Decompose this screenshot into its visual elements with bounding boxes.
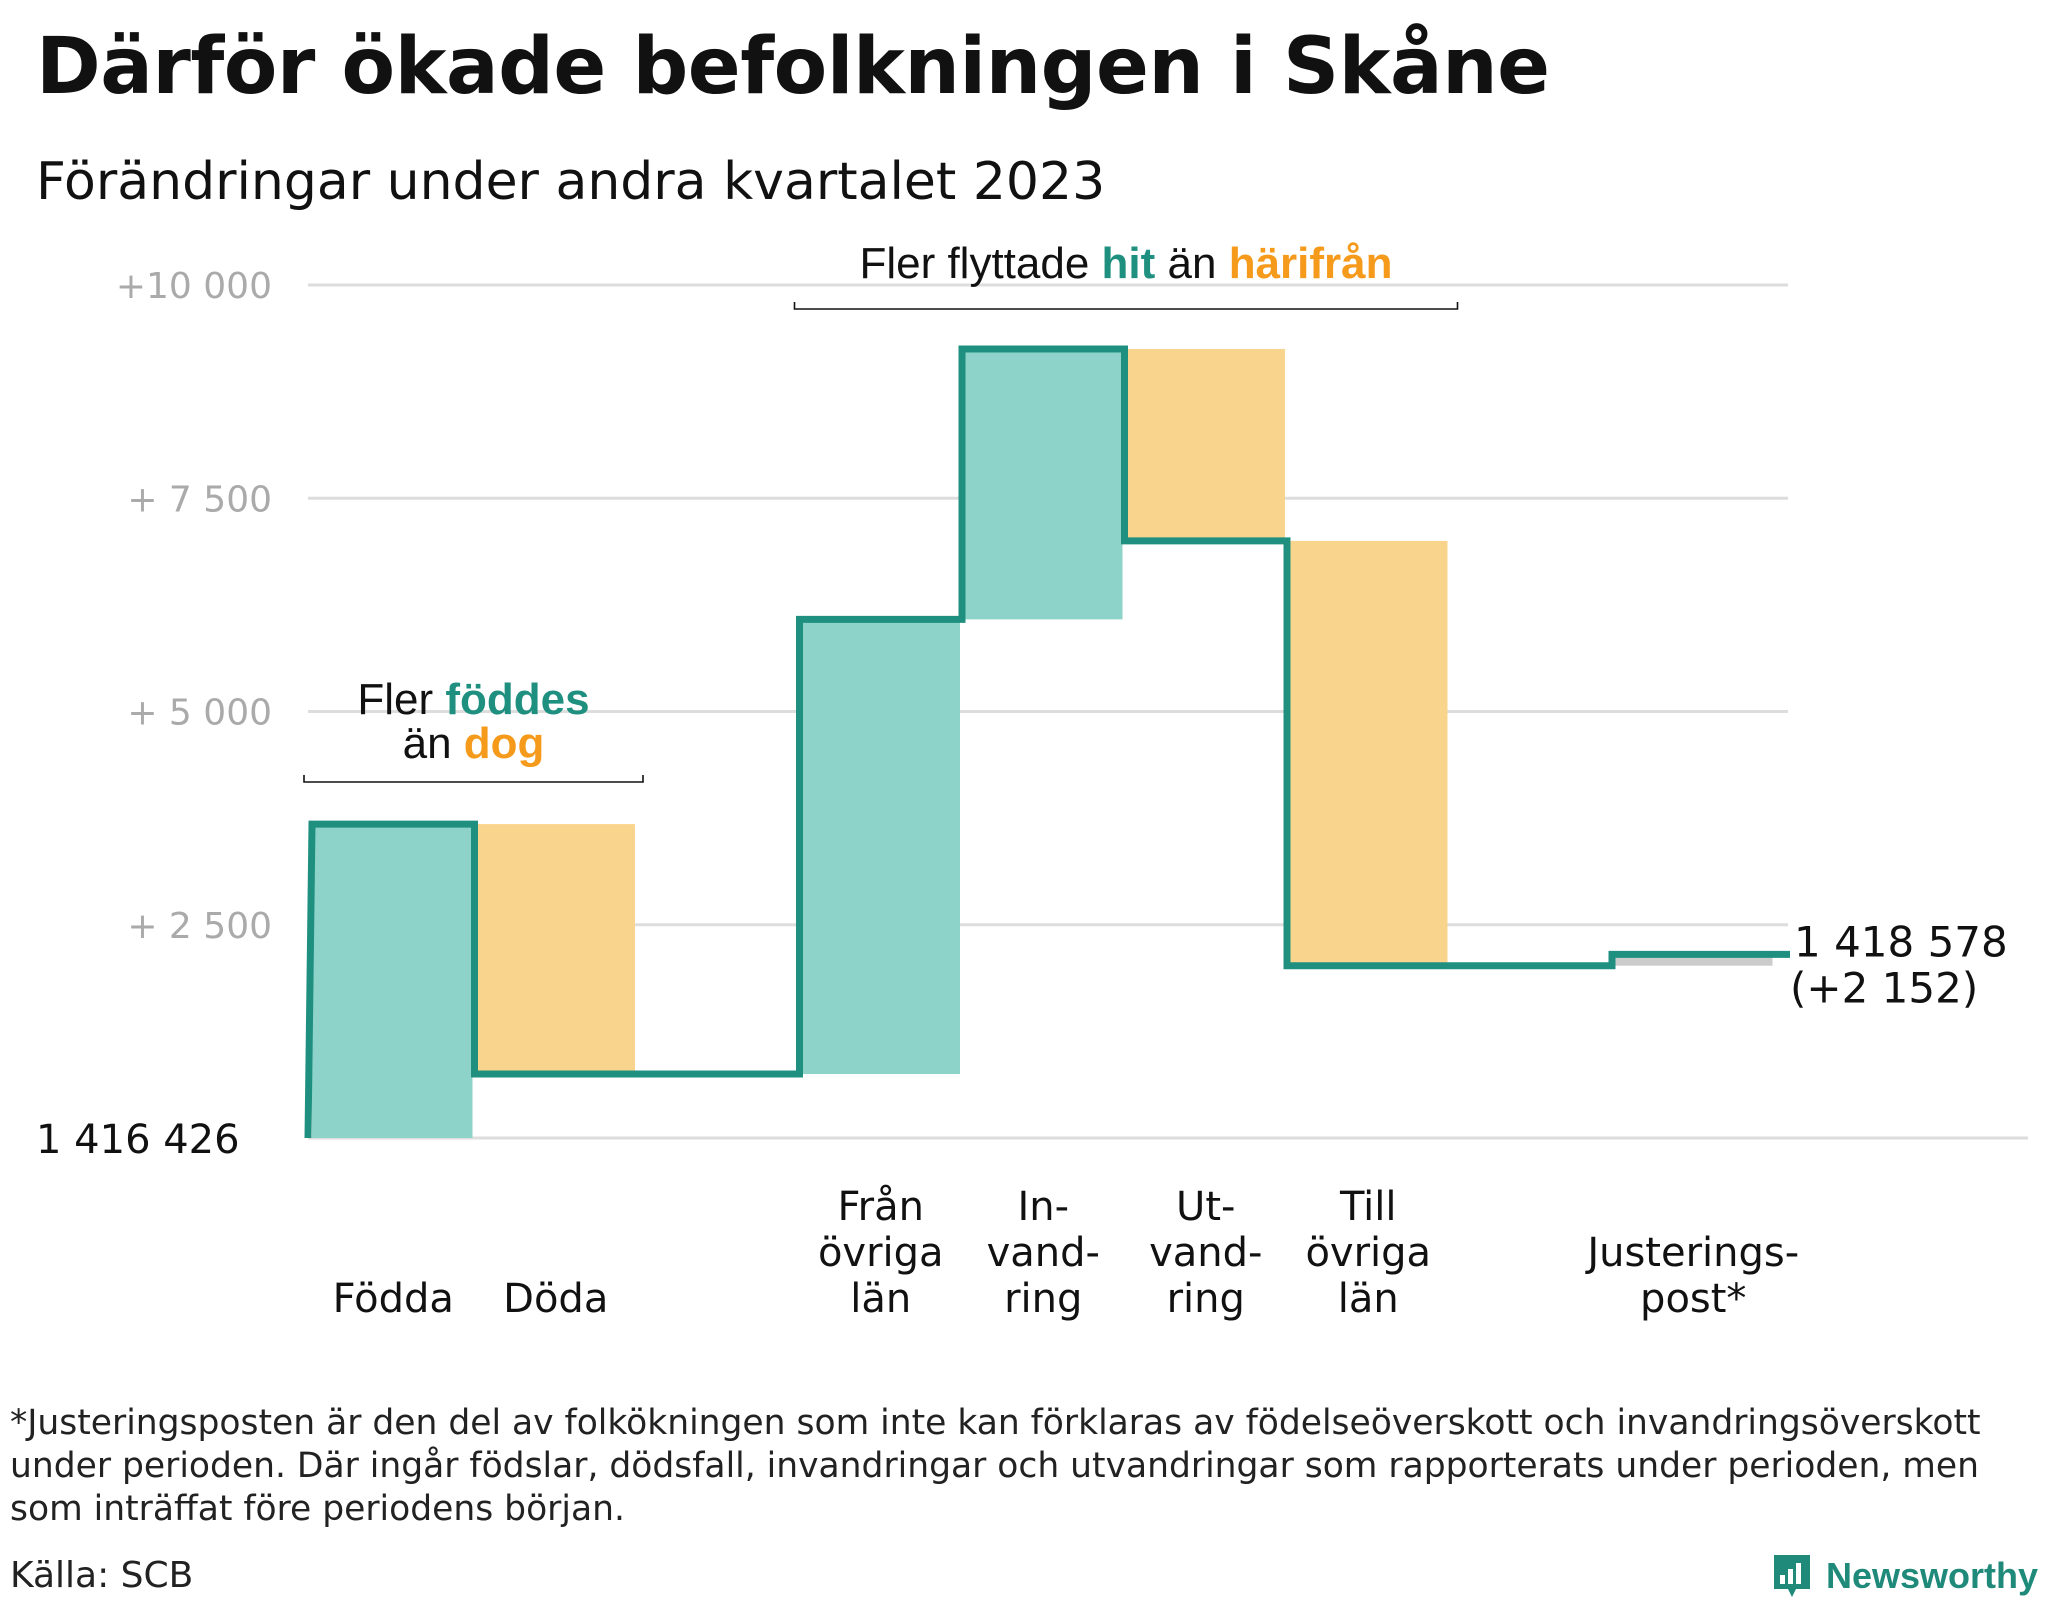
- annotation-span: Fler: [357, 675, 445, 724]
- category-label: ring: [1167, 1276, 1245, 1322]
- category-label: Till: [1339, 1184, 1397, 1230]
- annotation-deaths: än dog: [403, 719, 545, 768]
- newsworthy-icon: [1774, 1555, 1810, 1597]
- annotation-span: än: [403, 719, 464, 768]
- source-label: Källa: SCB: [10, 1555, 194, 1596]
- end-value-label: 1 418 578: [1794, 917, 2008, 966]
- label-layer: + 2 500 + 5 000 + 7 500 +10 000 1 416 426 Föd…: [36, 239, 2008, 1322]
- waterfall-bar: [1287, 540, 1448, 966]
- annotation-span: härifrån: [1229, 239, 1393, 288]
- y-tick-label: + 2 500: [127, 906, 272, 947]
- category-label: övriga: [1305, 1230, 1431, 1276]
- bracket-migration: [793, 302, 1459, 310]
- bar-layer: [312, 348, 1773, 1138]
- bracket-births-deaths: [303, 775, 644, 783]
- waterfall-bar: [1124, 348, 1285, 541]
- waterfall-chart: + 2 500 + 5 000 + 7 500 +10 000 1 416 426 Föd…: [36, 239, 2028, 1322]
- start-value-label: 1 416 426: [36, 1117, 240, 1163]
- category-label: Ut-: [1176, 1184, 1235, 1230]
- category-label: vand-: [987, 1230, 1100, 1276]
- y-tick-label: + 5 000: [127, 693, 272, 734]
- category-label: post*: [1640, 1276, 1746, 1322]
- brand-logo: Newsworthy: [1770, 1548, 2038, 1604]
- annotation-span: än: [1155, 239, 1228, 288]
- annotation-span: hit: [1102, 239, 1156, 288]
- y-tick-label: +10 000: [116, 266, 272, 307]
- footnote: *Justeringsposten är den del av folkökni…: [10, 1403, 1981, 1529]
- chart-title: Därför ökade befolkningen i Skåne: [36, 22, 1550, 112]
- annotation-span: föddes: [445, 675, 589, 724]
- y-tick-label: + 7 500: [127, 479, 272, 520]
- annotation-span: dog: [464, 719, 545, 768]
- waterfall-bar: [1612, 954, 1773, 966]
- end-change-label: (+2 152): [1790, 963, 1978, 1012]
- category-label: Justerings-: [1584, 1230, 1799, 1276]
- waterfall-bar: [962, 348, 1123, 620]
- annotation-migration: Fler flyttade hit än härifrån: [859, 239, 1392, 288]
- waterfall-bar: [474, 824, 635, 1075]
- annotation-span: Fler flyttade: [859, 239, 1101, 288]
- category-label: Födda: [333, 1276, 454, 1322]
- category-label: Från: [838, 1184, 924, 1230]
- waterfall-bar: [799, 619, 960, 1075]
- category-label: Döda: [503, 1276, 608, 1322]
- chart-subtitle: Förändringar under andra kvartalet 2023: [36, 152, 1106, 212]
- category-label: län: [1338, 1276, 1399, 1322]
- waterfall-bar: [312, 824, 473, 1138]
- category-label: ring: [1004, 1276, 1082, 1322]
- line-layer: [304, 345, 1790, 1139]
- category-label: övriga: [818, 1230, 944, 1276]
- category-label: län: [850, 1276, 911, 1322]
- annotation-births: Fler föddes: [357, 675, 589, 724]
- category-label: In-: [1017, 1184, 1069, 1230]
- category-label: vand-: [1149, 1230, 1262, 1276]
- brand-name: Newsworthy: [1826, 1555, 2039, 1596]
- cumulative-step-line: [304, 345, 1790, 1139]
